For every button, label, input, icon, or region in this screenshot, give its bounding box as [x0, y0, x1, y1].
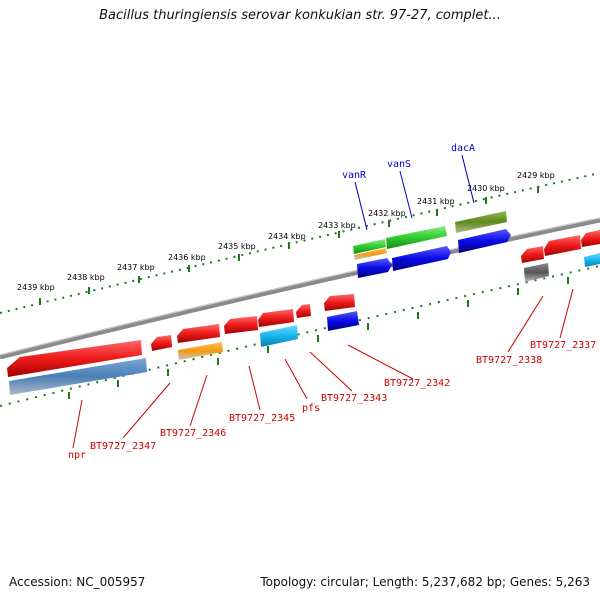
outer-scale-ticks — [39, 186, 539, 305]
gene-feature[interactable] — [354, 248, 387, 260]
gene-features-lower — [7, 294, 359, 395]
gene-feature[interactable] — [386, 226, 447, 249]
gene-feature[interactable] — [260, 325, 298, 347]
scale-label: 2435 kbp — [218, 242, 256, 251]
gene-feature[interactable] — [455, 211, 507, 233]
topology-text: Topology: circular; Length: 5,237,682 bp… — [260, 575, 590, 589]
gene-feature[interactable] — [178, 342, 223, 360]
gene-feature[interactable] — [151, 335, 172, 351]
scale-label: 2438 kbp — [67, 273, 105, 282]
gene-label-bt9727-2338[interactable]: BT9727_2338 — [476, 355, 542, 366]
gene-feature[interactable] — [544, 235, 581, 256]
gene-label-bt9727-2342[interactable]: BT9727_2342 — [384, 378, 450, 389]
gene-feature[interactable] — [327, 311, 359, 331]
gene-feature[interactable] — [521, 246, 544, 263]
scale-label: 2430 kbp — [467, 184, 505, 193]
map-title: Bacillus thuringiensis serovar konkukian… — [99, 8, 501, 23]
accession-text: Accession: NC_005957 — [9, 575, 146, 589]
gene-features — [353, 211, 600, 282]
label-leader-lines — [72, 154, 574, 449]
gene-feature[interactable] — [392, 246, 451, 271]
gene-label-bt9727-2347[interactable]: BT9727_2347 — [90, 441, 156, 452]
gene-feature[interactable] — [581, 230, 600, 247]
scale-label: 2432 kbp — [368, 209, 406, 218]
gene-label-daca[interactable]: dacA — [451, 143, 475, 154]
gene-feature[interactable] — [524, 263, 549, 282]
gene-feature[interactable] — [584, 253, 600, 267]
gene-feature[interactable] — [177, 324, 220, 343]
gene-feature[interactable] — [324, 294, 355, 311]
gene-feature[interactable] — [224, 316, 258, 334]
scale-label: 2433 kbp — [318, 221, 356, 230]
inner-scale-ticks — [68, 277, 569, 399]
gene-label-bt9727-2337[interactable]: BT9727_2337 — [530, 340, 596, 351]
scale-label: 2437 kbp — [117, 263, 155, 272]
gene-label-pfs[interactable]: pfs — [302, 403, 320, 414]
scale-label: 2434 kbp — [268, 232, 306, 241]
gene-label-vanr[interactable]: vanR — [342, 170, 367, 181]
gene-feature[interactable] — [258, 309, 294, 327]
gene-label-bt9727-2343[interactable]: BT9727_2343 — [321, 393, 387, 404]
genome-backbone — [0, 217, 600, 360]
scale-label: 2439 kbp — [17, 283, 55, 292]
scale-label: 2436 kbp — [168, 253, 206, 262]
gene-label-bt9727-2346[interactable]: BT9727_2346 — [160, 428, 226, 439]
gene-feature[interactable] — [9, 358, 147, 395]
gene-label-vans[interactable]: vanS — [387, 159, 411, 170]
gene-feature[interactable] — [458, 229, 511, 253]
gene-feature[interactable] — [7, 340, 142, 377]
gene-feature[interactable] — [353, 239, 386, 254]
gene-label-bt9727-2345[interactable]: BT9727_2345 — [229, 413, 295, 424]
gene-feature[interactable] — [357, 258, 392, 278]
scale-label: 2431 kbp — [417, 197, 455, 206]
gene-label-npr[interactable]: npr — [68, 450, 86, 461]
gene-feature[interactable] — [296, 304, 311, 318]
outer-scale-ring — [0, 172, 600, 314]
scale-label: 2429 kbp — [517, 171, 555, 180]
